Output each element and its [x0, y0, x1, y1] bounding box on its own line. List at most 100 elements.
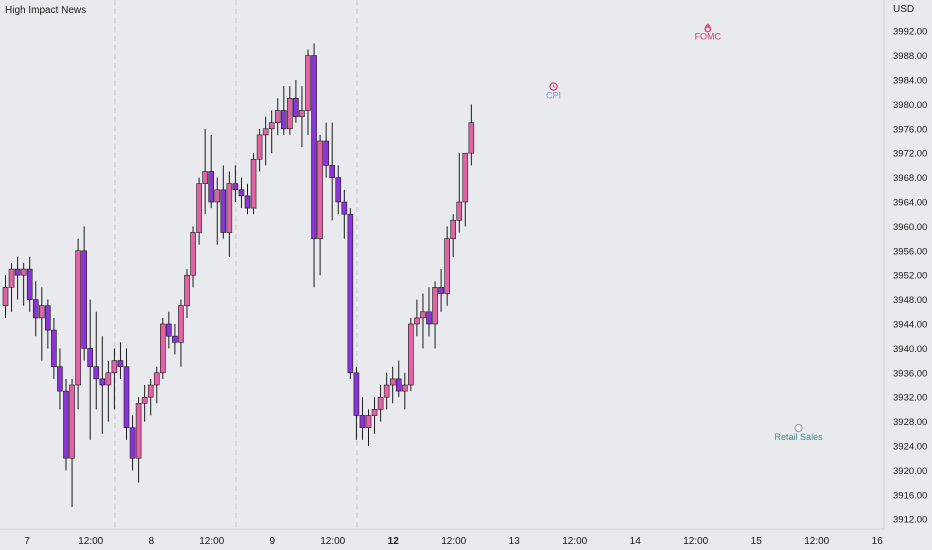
candle[interactable] — [438, 287, 444, 294]
candle[interactable] — [426, 311, 432, 325]
candle[interactable] — [8, 268, 15, 288]
price-tick-label: 3948.00 — [893, 295, 927, 306]
candle[interactable] — [468, 122, 475, 154]
time-tick-label: 15 — [751, 536, 763, 547]
candle[interactable] — [196, 183, 202, 233]
candle[interactable] — [256, 134, 263, 160]
candle[interactable] — [226, 183, 233, 233]
time-tick-label: 16 — [872, 536, 884, 547]
candle[interactable] — [432, 287, 438, 325]
candle[interactable] — [81, 250, 87, 349]
candle[interactable] — [371, 409, 378, 416]
candle[interactable] — [395, 378, 402, 392]
candle[interactable] — [450, 220, 457, 239]
candle[interactable] — [365, 415, 372, 428]
candle[interactable] — [123, 366, 130, 429]
candle[interactable] — [93, 366, 100, 380]
candle[interactable] — [75, 250, 81, 386]
candle[interactable] — [420, 311, 426, 319]
price-tick-label: 3968.00 — [893, 173, 927, 184]
event-label[interactable]: CPI — [546, 91, 561, 101]
candle[interactable] — [214, 189, 221, 203]
candle[interactable] — [153, 372, 160, 386]
candle[interactable] — [26, 268, 33, 300]
candle[interactable] — [14, 268, 21, 276]
time-tick-label: 12:00 — [78, 536, 103, 547]
candle[interactable] — [129, 427, 136, 459]
candle[interactable] — [105, 372, 112, 386]
candle[interactable] — [208, 171, 214, 203]
candle[interactable] — [262, 128, 269, 136]
time-tick-label: 12:00 — [320, 536, 345, 547]
candle[interactable] — [414, 317, 420, 325]
event-label[interactable]: Retail Sales — [775, 432, 824, 442]
candle[interactable] — [45, 305, 51, 331]
candle[interactable] — [32, 299, 39, 319]
candle[interactable] — [341, 201, 348, 215]
candle[interactable] — [250, 159, 257, 209]
candle[interactable] — [359, 415, 366, 428]
candle[interactable] — [389, 378, 396, 386]
candle[interactable] — [353, 372, 360, 416]
time-tick-label: 8 — [148, 536, 154, 547]
candle[interactable] — [238, 189, 245, 197]
price-tick-label: 3976.00 — [893, 124, 927, 135]
candle[interactable] — [244, 195, 251, 209]
candle[interactable] — [383, 384, 390, 398]
candle[interactable] — [274, 110, 281, 123]
candle[interactable] — [160, 323, 166, 374]
time-tick-label: 12:00 — [804, 536, 829, 547]
price-tick-label: 3920.00 — [893, 466, 927, 477]
candle[interactable] — [141, 396, 148, 404]
candle[interactable] — [99, 378, 106, 386]
candle[interactable] — [299, 110, 305, 117]
flame-core — [706, 27, 710, 31]
candle[interactable] — [462, 152, 469, 203]
candle[interactable] — [323, 140, 329, 166]
candle[interactable] — [444, 238, 450, 294]
price-tick-label: 3940.00 — [893, 344, 927, 355]
candle[interactable] — [287, 98, 293, 130]
candle[interactable] — [311, 55, 317, 239]
time-tick-label: 9 — [269, 536, 275, 547]
candle[interactable] — [51, 329, 57, 368]
candle[interactable] — [347, 213, 354, 374]
event-label[interactable]: FOMC — [695, 31, 722, 41]
candle[interactable] — [117, 360, 124, 368]
candle[interactable] — [38, 305, 45, 319]
candle[interactable] — [305, 55, 311, 111]
candle[interactable] — [401, 384, 408, 392]
price-tick-label: 3992.00 — [893, 27, 927, 38]
candle[interactable] — [317, 140, 323, 239]
price-tick-label: 3980.00 — [893, 100, 927, 111]
candle[interactable] — [220, 189, 227, 233]
candle[interactable] — [20, 268, 27, 276]
candle[interactable] — [335, 177, 342, 203]
candle[interactable] — [190, 232, 196, 276]
candle[interactable] — [172, 335, 178, 343]
candle[interactable] — [2, 287, 9, 306]
candle[interactable] — [232, 183, 239, 191]
candle[interactable] — [329, 165, 336, 178]
candle[interactable] — [377, 396, 384, 410]
time-tick-label: 12:00 — [441, 536, 466, 547]
candle[interactable] — [166, 323, 172, 337]
candle[interactable] — [63, 390, 69, 459]
candle[interactable] — [87, 348, 93, 367]
candle[interactable] — [456, 201, 463, 221]
candle[interactable] — [184, 274, 190, 307]
candle[interactable] — [280, 110, 287, 130]
candle[interactable] — [111, 360, 118, 374]
candle[interactable] — [147, 384, 154, 398]
candle[interactable] — [178, 305, 184, 343]
candle[interactable] — [202, 171, 208, 184]
time-tick-label: 13 — [509, 536, 521, 547]
candle[interactable] — [135, 402, 142, 459]
candle[interactable] — [408, 323, 414, 386]
candle[interactable] — [69, 384, 75, 459]
candle[interactable] — [293, 98, 299, 117]
candle[interactable] — [57, 366, 63, 392]
globe-icon[interactable] — [794, 424, 803, 433]
candle[interactable] — [268, 122, 275, 130]
